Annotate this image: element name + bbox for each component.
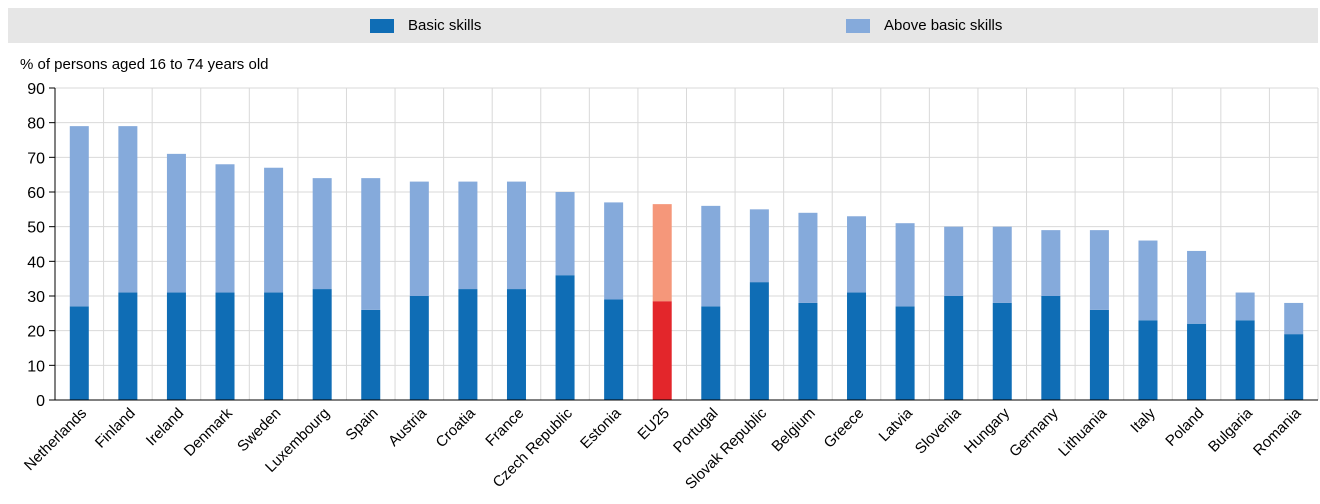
bar-basic-czech-republic bbox=[555, 275, 575, 400]
x-tick-label-ireland: Ireland bbox=[143, 405, 187, 449]
x-tick-label-latvia: Latvia bbox=[876, 404, 917, 445]
y-tick-label-40: 40 bbox=[27, 254, 45, 271]
bar-basic-luxembourg bbox=[312, 289, 332, 400]
bar-above-belgium bbox=[798, 212, 818, 303]
y-tick-label-0: 0 bbox=[36, 393, 45, 410]
x-tick-label-croatia: Croatia bbox=[433, 404, 480, 451]
gridlines bbox=[49, 87, 1319, 401]
x-tick-label-slovenia: Slovenia bbox=[912, 404, 965, 457]
bar-above-denmark bbox=[215, 164, 235, 293]
bar-basic-netherlands bbox=[69, 306, 89, 400]
bar-basic-romania bbox=[1284, 334, 1304, 400]
bar-above-greece bbox=[847, 216, 867, 293]
bar-basic-poland bbox=[1187, 323, 1207, 400]
x-tick-label-denmark: Denmark bbox=[181, 404, 236, 459]
legend-swatch-basic bbox=[370, 18, 394, 33]
x-tick-label-bulgaria: Bulgaria bbox=[1205, 404, 1256, 455]
bar-basic-hungary bbox=[992, 302, 1012, 400]
x-tick-label-romania: Romania bbox=[1250, 404, 1305, 459]
bar-above-austria bbox=[409, 181, 429, 296]
axes bbox=[54, 88, 1318, 401]
x-tick-label-finland: Finland bbox=[92, 405, 139, 452]
bar-above-croatia bbox=[458, 181, 478, 290]
bar-basic-france bbox=[506, 289, 526, 400]
bar-basic-finland bbox=[118, 292, 138, 400]
bar-basic-denmark bbox=[215, 292, 235, 400]
y-tick-label-90: 90 bbox=[27, 81, 45, 98]
bar-basic-italy bbox=[1138, 320, 1158, 400]
bar-above-slovenia bbox=[944, 226, 964, 296]
bar-basic-spain bbox=[361, 309, 381, 400]
bar-above-poland bbox=[1187, 250, 1207, 324]
bar-basic-sweden bbox=[264, 292, 284, 400]
bar-basic-eu25 bbox=[652, 301, 672, 400]
bar-above-hungary bbox=[992, 226, 1012, 303]
legend: Basic skills Above basic skills bbox=[8, 8, 1318, 43]
y-tick-label-30: 30 bbox=[27, 289, 45, 306]
y-axis-label: % of persons aged 16 to 74 years old bbox=[20, 56, 269, 73]
y-tick-label-60: 60 bbox=[27, 185, 45, 202]
x-tick-label-estonia: Estonia bbox=[577, 404, 625, 452]
x-tick-label-france: France bbox=[482, 405, 527, 450]
legend-swatch-above bbox=[846, 18, 870, 33]
bar-basic-bulgaria bbox=[1235, 320, 1255, 400]
bar-above-italy bbox=[1138, 240, 1158, 321]
x-tick-label-eu25: EU25 bbox=[634, 405, 673, 444]
bar-basic-greece bbox=[847, 292, 867, 400]
bar-basic-germany bbox=[1041, 296, 1061, 400]
bar-above-sweden bbox=[264, 167, 284, 293]
bar-basic-croatia bbox=[458, 289, 478, 400]
y-tick-label-20: 20 bbox=[27, 324, 45, 341]
y-tick-label-50: 50 bbox=[27, 220, 45, 237]
bar-basic-estonia bbox=[604, 299, 624, 400]
bar-above-finland bbox=[118, 126, 138, 293]
legend-label-basic: Basic skills bbox=[408, 17, 482, 34]
bar-basic-austria bbox=[409, 296, 429, 400]
y-tick-label-10: 10 bbox=[27, 358, 45, 375]
bar-above-latvia bbox=[895, 223, 915, 307]
bar-above-estonia bbox=[604, 202, 624, 300]
x-tick-label-germany: Germany bbox=[1006, 404, 1062, 460]
y-tick-label-80: 80 bbox=[27, 116, 45, 133]
bar-above-portugal bbox=[701, 205, 721, 307]
bar-above-slovak-republic bbox=[749, 209, 769, 283]
x-tick-label-poland: Poland bbox=[1162, 405, 1207, 450]
x-tick-label-lithuania: Lithuania bbox=[1055, 404, 1111, 460]
y-tick-labels: 0 10 20 30 40 50 60 70 80 90 bbox=[27, 81, 45, 410]
legend-item-above: Above basic skills bbox=[846, 8, 1002, 43]
bar-basic-slovenia bbox=[944, 296, 964, 400]
legend-item-basic: Basic skills bbox=[370, 8, 481, 43]
bar-above-czech-republic bbox=[555, 192, 575, 276]
bar-basic-belgium bbox=[798, 302, 818, 400]
bar-basic-portugal bbox=[701, 306, 721, 400]
bar-above-france bbox=[506, 181, 526, 290]
x-tick-label-austria: Austria bbox=[385, 404, 430, 449]
x-tick-label-netherlands: Netherlands bbox=[21, 405, 90, 474]
bar-above-germany bbox=[1041, 230, 1061, 296]
bar-above-lithuania bbox=[1089, 230, 1109, 310]
bar-basic-slovak-republic bbox=[749, 282, 769, 400]
y-tick-label-70: 70 bbox=[27, 150, 45, 167]
bar-above-bulgaria bbox=[1235, 292, 1255, 321]
bar-above-netherlands bbox=[69, 126, 89, 307]
bar-above-spain bbox=[361, 178, 381, 310]
bars bbox=[69, 126, 1304, 400]
bar-above-romania bbox=[1284, 302, 1304, 335]
bar-above-ireland bbox=[166, 153, 186, 293]
bar-basic-ireland bbox=[166, 292, 186, 400]
x-tick-label-belgium: Belgium bbox=[768, 405, 818, 455]
x-tick-labels: Netherlands Finland IrelandDenmarkSwedenLu… bbox=[21, 404, 1305, 493]
bar-above-luxembourg bbox=[312, 178, 332, 290]
x-tick-label-spain: Spain bbox=[342, 405, 381, 444]
x-tick-label-greece: Greece bbox=[821, 405, 868, 452]
legend-label-above: Above basic skills bbox=[884, 17, 1003, 34]
bar-basic-latvia bbox=[895, 306, 915, 400]
x-tick-label-italy: Italy bbox=[1127, 404, 1159, 436]
bar-above-eu25 bbox=[652, 204, 672, 302]
bar-basic-lithuania bbox=[1089, 309, 1109, 400]
